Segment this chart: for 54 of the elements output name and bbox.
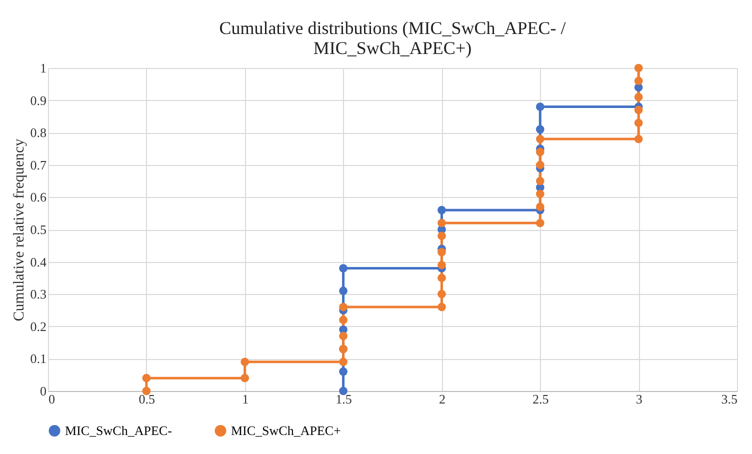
point xyxy=(536,125,544,134)
point xyxy=(634,92,643,102)
point xyxy=(634,76,643,86)
x-tick-label: 0.5 xyxy=(138,392,156,406)
legend-label: MIC_SwCh_APEC- xyxy=(65,422,172,438)
point xyxy=(634,118,643,128)
y-tick-label: 0.9 xyxy=(30,92,46,108)
point xyxy=(240,374,250,382)
point xyxy=(536,176,544,186)
point xyxy=(438,206,446,214)
point xyxy=(339,367,348,376)
point xyxy=(142,374,151,382)
y-tick-label: 0.1 xyxy=(30,351,46,366)
point xyxy=(536,218,544,228)
chart-title: Cumulative distributions (MIC_SwCh_APEC- / MIC_SwCh_APEC+) xyxy=(219,18,566,58)
y-tick-label: 0.7 xyxy=(30,157,47,172)
point xyxy=(536,102,544,111)
legend-label: MIC_SwCh_APEC+ xyxy=(231,422,341,438)
point xyxy=(536,190,544,198)
y-tick-label: 0.4 xyxy=(30,254,47,270)
y-tick-label: 1 xyxy=(40,60,46,76)
y-tick-label: 0.2 xyxy=(30,318,46,334)
point xyxy=(438,274,446,282)
point xyxy=(438,232,446,240)
point xyxy=(634,134,643,144)
point xyxy=(438,218,446,228)
x-tick-label: 2 xyxy=(438,392,446,406)
y-tick-label: 0.3 xyxy=(30,286,46,302)
point xyxy=(438,248,446,256)
point xyxy=(438,302,446,312)
point xyxy=(339,332,348,340)
point xyxy=(536,160,544,170)
point xyxy=(536,202,544,212)
x-tick-label: 3 xyxy=(636,392,642,406)
x-tick-label: 3.5 xyxy=(721,392,738,406)
point xyxy=(438,260,446,270)
point xyxy=(536,148,544,156)
point xyxy=(634,64,643,72)
y-tick-label: 0.6 xyxy=(30,190,47,205)
y-tick-label: 0.5 xyxy=(30,222,46,237)
point xyxy=(536,134,544,144)
x-tick-label: 1.5 xyxy=(336,392,352,406)
point xyxy=(339,264,348,272)
point xyxy=(339,316,348,324)
point xyxy=(339,358,348,366)
y-axis-title: Cumulative relative frequency xyxy=(11,138,28,322)
point xyxy=(339,286,348,296)
y-tick-label: 0.8 xyxy=(30,125,46,140)
x-tick-label: 1 xyxy=(242,392,249,406)
point xyxy=(339,302,348,312)
point xyxy=(438,290,446,298)
point xyxy=(240,358,250,366)
x-tick-label: 2.5 xyxy=(532,392,549,406)
point xyxy=(634,106,643,114)
